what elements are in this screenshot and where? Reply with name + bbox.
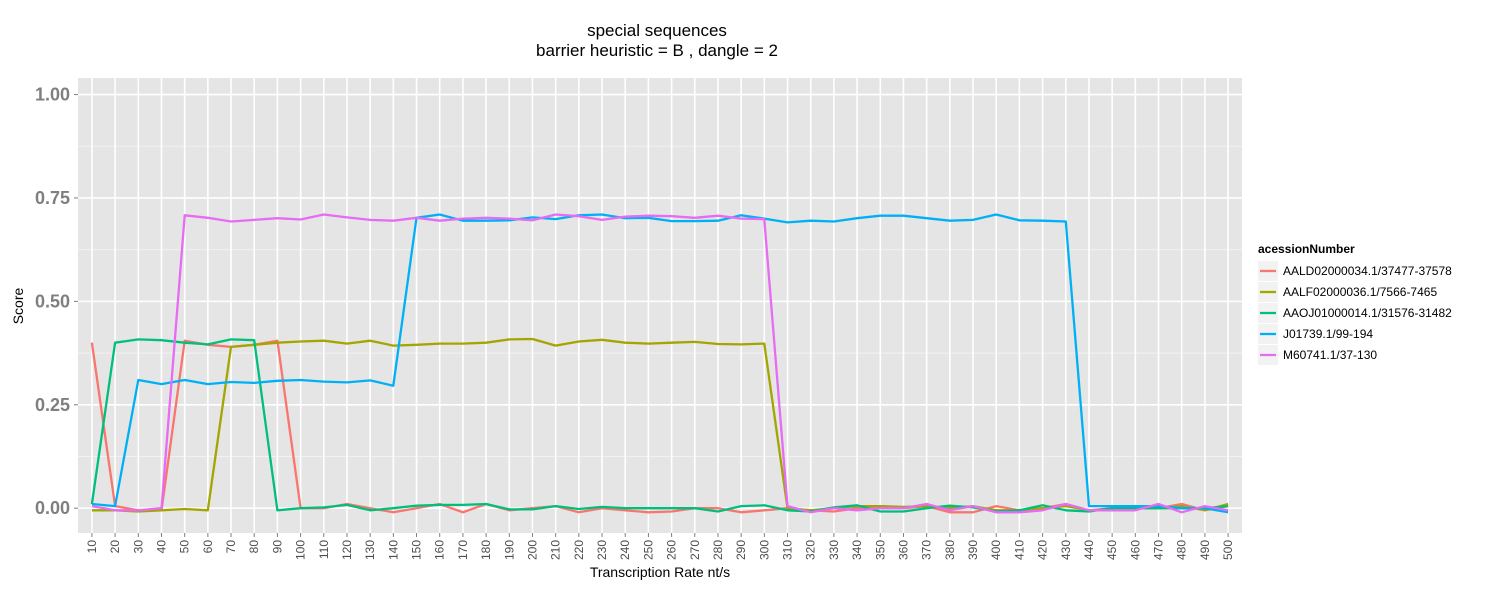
y-tick-label: 0.00 (35, 498, 70, 518)
x-tick-label: 70 (224, 540, 238, 554)
x-tick-label: 50 (178, 540, 192, 554)
chart-title: special sequences (587, 21, 727, 40)
x-tick-label: 320 (804, 540, 818, 560)
legend-label: AAOJ01000014.1/31576-31482 (1283, 306, 1452, 320)
chart-subtitle: barrier heuristic = B , dangle = 2 (536, 41, 778, 60)
legend-label: AALF02000036.1/7566-7465 (1283, 285, 1437, 299)
x-tick-label: 90 (270, 540, 284, 554)
x-tick-label: 250 (641, 540, 655, 560)
x-tick-label: 280 (711, 540, 725, 560)
x-tick-label: 450 (1105, 540, 1119, 560)
y-tick-label: 0.25 (35, 395, 70, 415)
x-tick-label: 240 (618, 540, 632, 560)
x-tick-label: 330 (827, 540, 841, 560)
series-line (91, 213, 1229, 514)
grid-minor (78, 145, 1242, 457)
x-tick-label: 480 (1175, 540, 1189, 560)
x-tick-label: 420 (1036, 540, 1050, 560)
series-lines (90, 213, 1229, 514)
x-tick-label: 160 (433, 540, 447, 560)
x-tick-label: 10 (85, 540, 99, 554)
legend-label: AALD02000034.1/37477-37578 (1283, 264, 1452, 278)
series-line (90, 338, 1229, 513)
y-tick-label: 0.50 (35, 291, 70, 311)
legend-label: M60741.1/37-130 (1283, 348, 1377, 362)
y-tick-label: 0.75 (35, 188, 70, 208)
series-line (91, 213, 1229, 514)
legend-title: acessionNumber (1258, 242, 1355, 256)
x-tick-label: 490 (1198, 540, 1212, 560)
x-tick-label: 290 (734, 540, 748, 560)
x-tick-label: 30 (131, 540, 145, 554)
legend: acessionNumber AALD02000034.1/37477-3757… (1258, 242, 1452, 365)
x-tick-label: 130 (363, 540, 377, 560)
x-tick-label: 100 (294, 540, 308, 560)
x-tick-label: 120 (340, 540, 354, 560)
x-tick-labels: 10 20 30 40 50 60 70 80 90 100 110 120 130 140 150 160 1… (85, 533, 1235, 560)
x-tick-label: 190 (502, 540, 516, 560)
x-axis-title: Transcription Rate nt/s (590, 564, 730, 580)
x-tick-label: 110 (317, 540, 331, 559)
x-tick-label: 400 (989, 540, 1003, 560)
x-tick-label: 390 (966, 540, 980, 560)
x-tick-label: 300 (757, 540, 771, 560)
x-tick-label: 40 (154, 540, 168, 554)
x-tick-label: 410 (1012, 540, 1026, 560)
x-tick-label: 370 (920, 540, 934, 560)
x-tick-label: 380 (943, 540, 957, 560)
x-tick-label: 80 (247, 540, 261, 554)
x-tick-label: 350 (873, 540, 887, 560)
x-tick-label: 430 (1059, 540, 1073, 560)
x-tick-label: 360 (896, 540, 910, 560)
x-tick-label: 340 (850, 540, 864, 560)
plot-panel (78, 78, 1242, 533)
x-tick-label: 470 (1152, 540, 1166, 560)
x-tick-label: 140 (386, 540, 400, 560)
x-tick-label: 230 (595, 540, 609, 560)
x-tick-label: 20 (108, 540, 122, 554)
x-tick-label: 460 (1128, 540, 1142, 560)
x-tick-label: 500 (1221, 540, 1235, 560)
legend-items: AALD02000034.1/37477-37578 AALF02000036.1… (1258, 261, 1452, 365)
x-tick-label: 170 (456, 540, 470, 560)
x-tick-label: 220 (572, 540, 586, 560)
y-tick-label: 1.00 (35, 85, 70, 105)
x-tick-label: 180 (479, 540, 493, 560)
grid-major (78, 78, 1242, 533)
legend-label: J01739.1/99-194 (1283, 327, 1373, 341)
x-tick-label: 210 (549, 540, 563, 560)
y-axis-title: Score (10, 288, 26, 325)
x-tick-label: 200 (525, 540, 539, 560)
x-tick-label: 440 (1082, 540, 1096, 560)
x-tick-label: 270 (688, 540, 702, 560)
x-tick-label: 260 (665, 540, 679, 560)
x-tick-label: 310 (781, 540, 795, 560)
x-tick-label: 150 (410, 540, 424, 560)
series-line (91, 337, 1229, 513)
y-tick-labels: 0.00 0.25 0.50 0.75 1.00 (35, 85, 78, 518)
x-tick-label: 60 (201, 540, 215, 554)
